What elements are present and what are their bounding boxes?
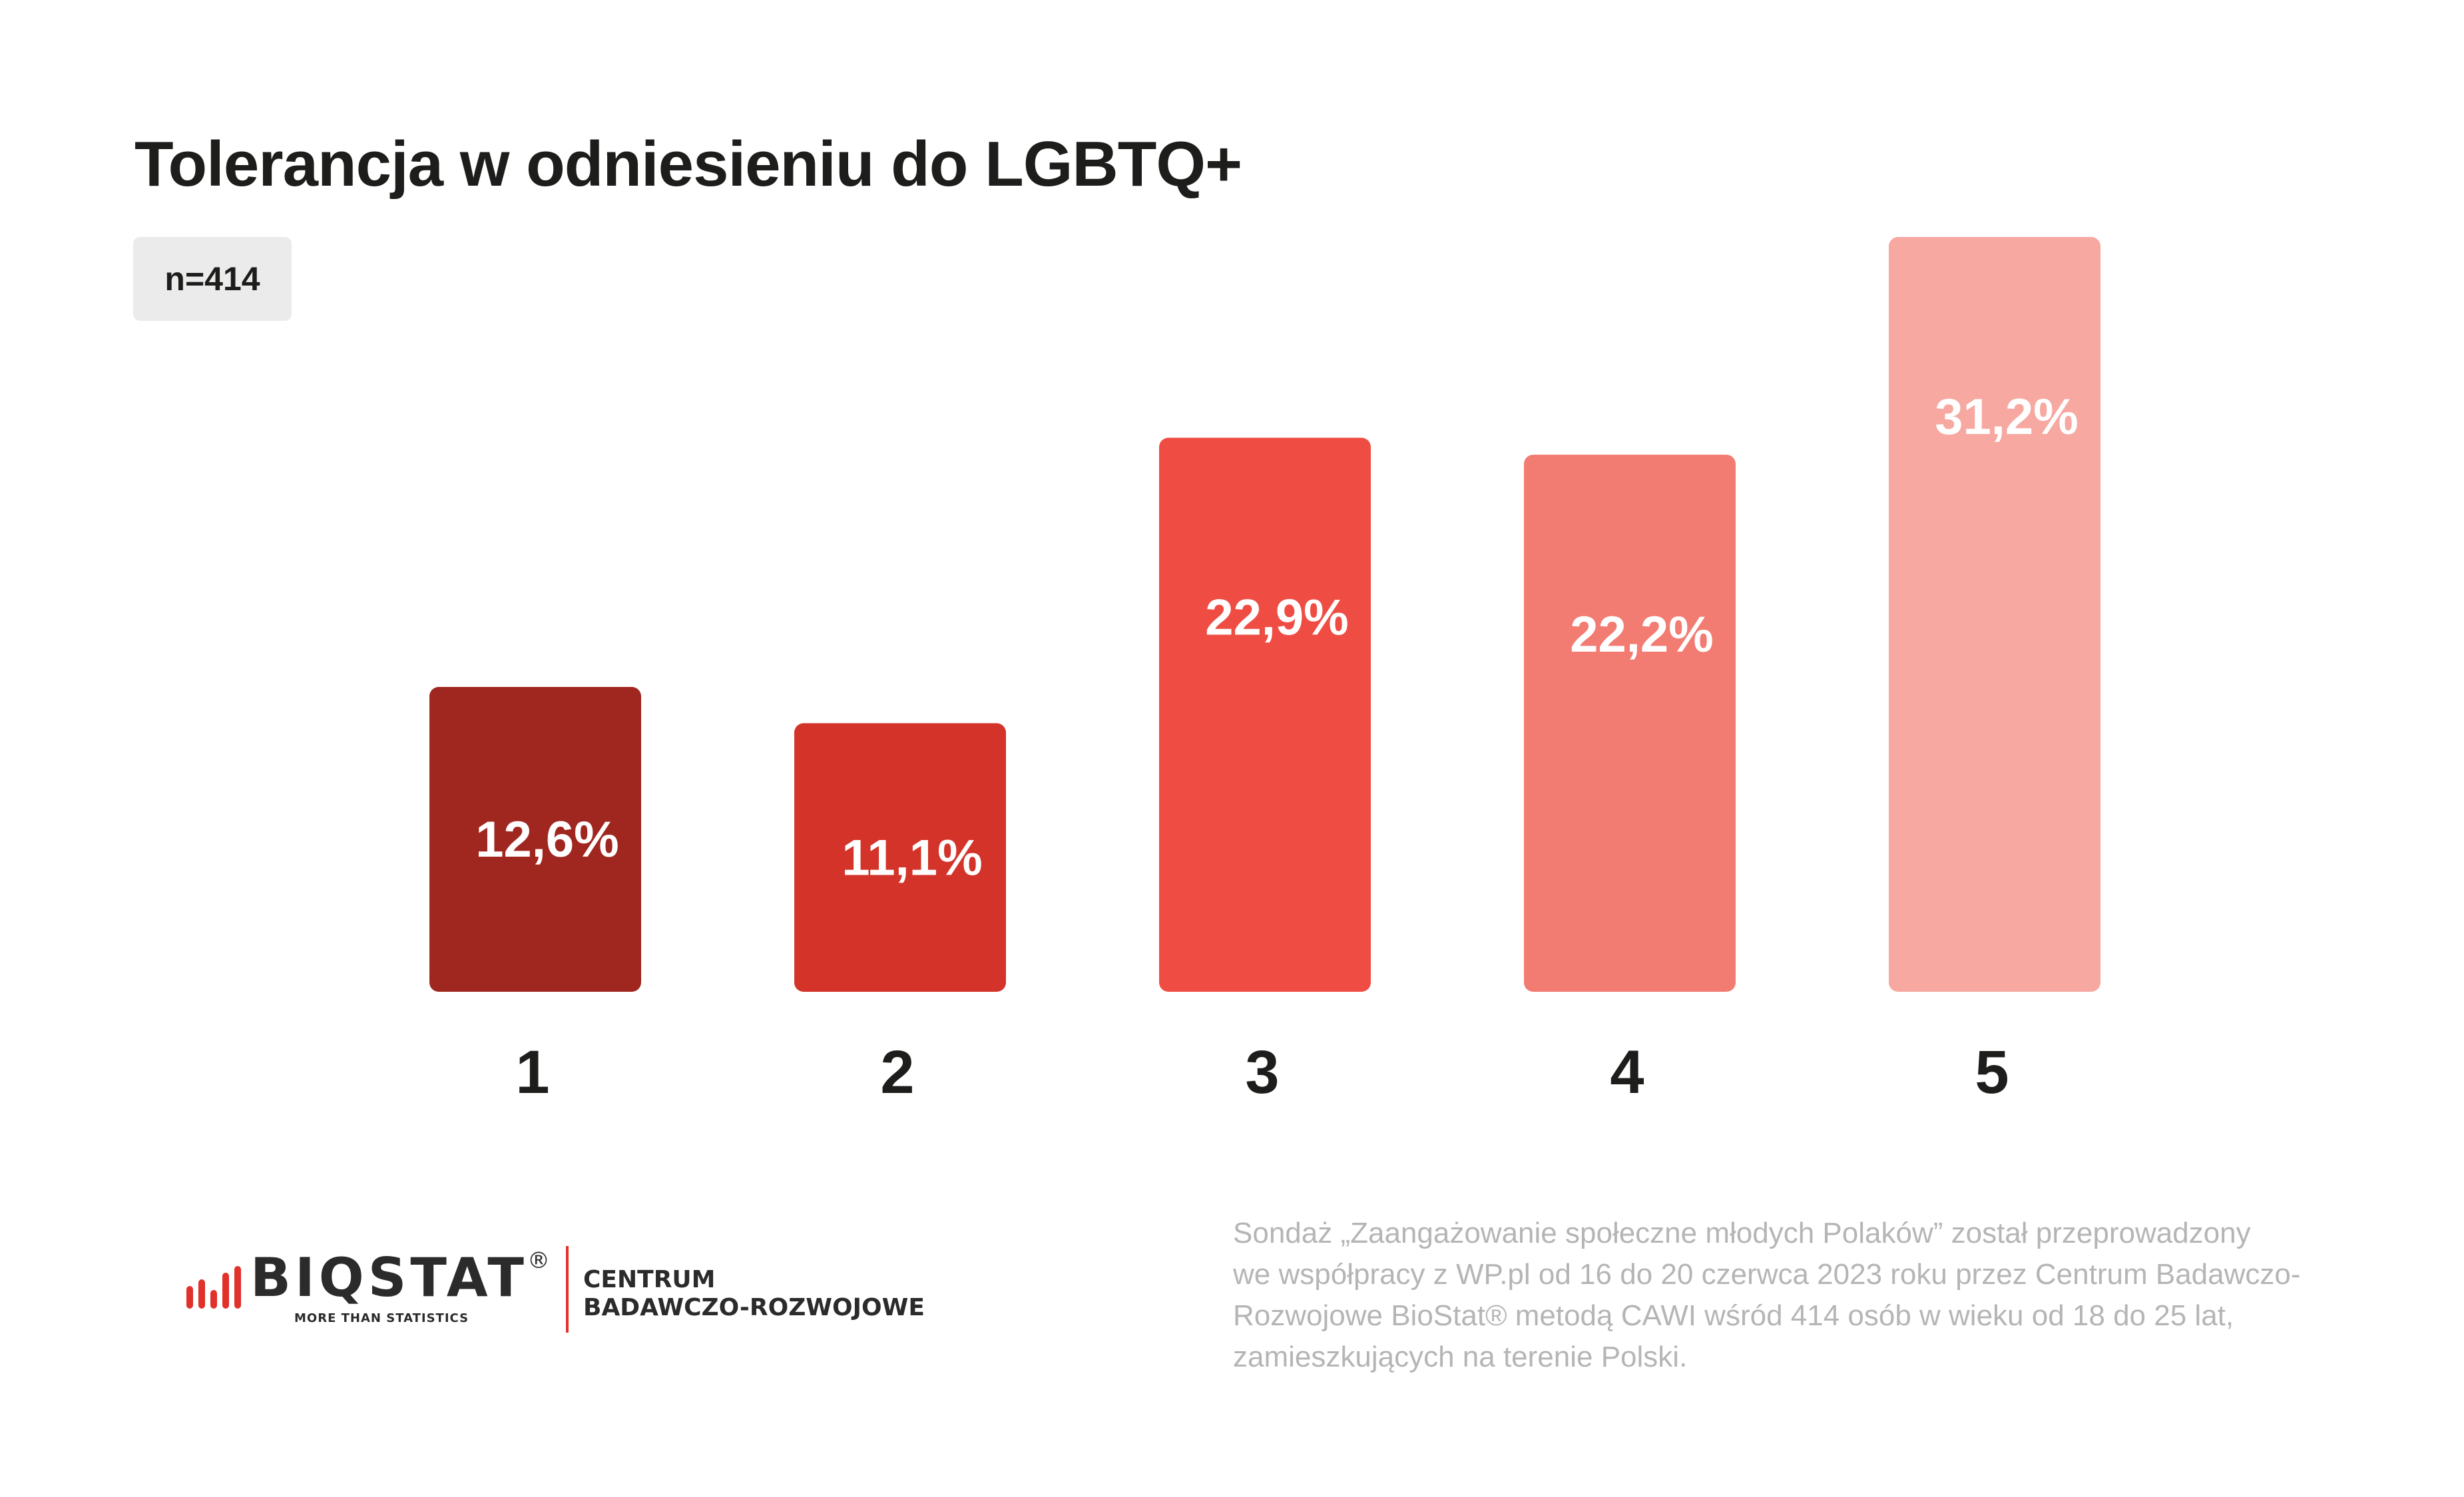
footnote-line: Rozwojowe BioStat® metodą CAWI wśród 414… (1233, 1299, 2234, 1332)
footnote-line: zamieszkujących na terenie Polski. (1233, 1341, 1688, 1373)
bar-value-label: 31,2% (1935, 389, 2079, 445)
bar-value-label: 22,9% (1205, 590, 1349, 646)
registered-mark: ® (527, 1247, 550, 1274)
bar-1 (429, 687, 641, 992)
bar-2 (794, 723, 1006, 992)
bar-chart: 12,6% 1 11,1% 2 22,9% 3 22,2% 4 31,2% 5 (429, 237, 2100, 1106)
logo-unit-line1: CENTRUM (583, 1266, 716, 1293)
bar-5 (1889, 237, 2100, 992)
bar-4 (1524, 455, 1736, 992)
logo-wordmark: BIQSTAT (250, 1247, 528, 1309)
chart-title: Tolerancja w odniesieniu do LGBTQ+ (134, 128, 1242, 200)
category-label: 2 (880, 1038, 914, 1106)
footnote-line: we współpracy z WP.pl od 16 do 20 czerwc… (1233, 1258, 2301, 1291)
logo-tagline: MORE THAN STATISTICS (294, 1311, 469, 1325)
logo-bars-icon (186, 1266, 241, 1309)
logo-unit-line2: BADAWCZO-ROZWOJOWE (583, 1294, 925, 1321)
logo-divider (566, 1246, 569, 1333)
footnote-line: Sondaż „Zaangażowanie społeczne młodych … (1233, 1217, 2251, 1249)
biostat-logo: BIQSTAT ® MORE THAN STATISTICS CENTRUM B… (186, 1246, 925, 1338)
sample-size-badge: n=414 (133, 237, 292, 321)
category-label: 3 (1245, 1038, 1279, 1106)
bar-value-label: 22,2% (1570, 606, 1714, 663)
category-label: 1 (515, 1038, 549, 1106)
logo-unit-name: CENTRUM BADAWCZO-ROZWOJOWE (583, 1266, 925, 1322)
bar-value-label: 12,6% (475, 811, 619, 868)
category-label: 4 (1610, 1038, 1644, 1106)
bar-value-label: 11,1% (842, 829, 982, 886)
bar-3 (1159, 437, 1371, 992)
category-label: 5 (1975, 1038, 2009, 1106)
survey-footnote: Sondaż „Zaangażowanie społeczne młodych … (1233, 1213, 2338, 1378)
